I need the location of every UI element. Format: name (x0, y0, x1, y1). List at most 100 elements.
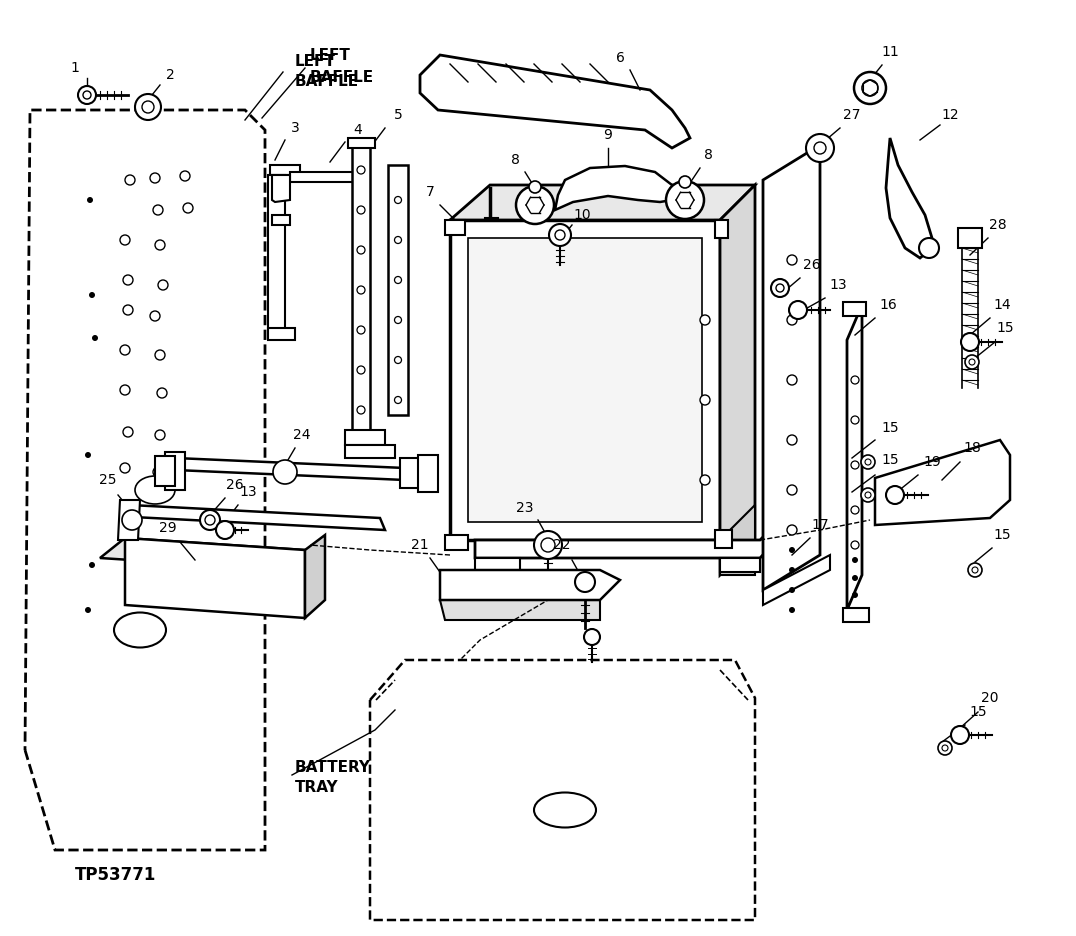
Circle shape (123, 275, 133, 285)
Polygon shape (445, 220, 465, 235)
Polygon shape (270, 165, 300, 175)
Polygon shape (268, 175, 285, 330)
Text: 10: 10 (574, 208, 591, 222)
Text: 15: 15 (969, 705, 987, 719)
Polygon shape (100, 538, 305, 570)
Polygon shape (272, 175, 291, 202)
Polygon shape (714, 530, 732, 548)
Circle shape (789, 567, 795, 573)
Polygon shape (475, 558, 520, 572)
Circle shape (395, 197, 401, 203)
Circle shape (125, 503, 134, 513)
Circle shape (584, 629, 600, 645)
Text: 15: 15 (993, 528, 1010, 542)
Text: 18: 18 (963, 441, 981, 455)
Circle shape (787, 315, 797, 325)
Polygon shape (450, 185, 755, 220)
Circle shape (157, 507, 167, 517)
Circle shape (142, 101, 154, 113)
Circle shape (153, 467, 162, 477)
Text: 19: 19 (923, 455, 940, 469)
Circle shape (789, 607, 795, 613)
Polygon shape (125, 538, 305, 618)
Circle shape (951, 726, 969, 744)
Polygon shape (388, 165, 408, 415)
Text: BAFFLE: BAFFLE (295, 75, 359, 90)
Circle shape (787, 375, 797, 385)
Circle shape (157, 388, 167, 398)
Text: 21: 21 (411, 538, 429, 552)
Circle shape (121, 235, 130, 245)
Polygon shape (450, 220, 720, 540)
Text: LEFT: LEFT (295, 54, 336, 69)
Circle shape (395, 397, 401, 403)
Text: 8: 8 (511, 153, 520, 167)
Circle shape (771, 279, 789, 297)
Text: 20: 20 (981, 691, 999, 705)
Text: 15: 15 (881, 453, 898, 467)
Circle shape (216, 521, 233, 539)
Polygon shape (345, 445, 395, 458)
Polygon shape (272, 215, 291, 225)
Circle shape (77, 86, 96, 104)
Polygon shape (175, 458, 405, 480)
Polygon shape (763, 555, 830, 605)
Text: 3: 3 (291, 121, 299, 135)
Circle shape (395, 237, 401, 243)
Polygon shape (763, 145, 820, 590)
Circle shape (121, 385, 130, 395)
Circle shape (851, 506, 859, 514)
Circle shape (919, 238, 939, 258)
Circle shape (865, 492, 870, 498)
Circle shape (700, 395, 710, 405)
Circle shape (155, 430, 165, 440)
Circle shape (121, 463, 130, 473)
Text: TP53771: TP53771 (75, 866, 156, 884)
Polygon shape (268, 328, 295, 340)
Circle shape (972, 567, 978, 573)
Text: 9: 9 (604, 128, 612, 142)
Circle shape (87, 197, 93, 203)
Circle shape (273, 460, 297, 484)
Polygon shape (400, 458, 420, 488)
Circle shape (206, 515, 215, 525)
Polygon shape (555, 166, 672, 210)
Circle shape (815, 142, 826, 154)
Polygon shape (130, 505, 385, 530)
Text: 12: 12 (942, 108, 959, 122)
Circle shape (851, 376, 859, 384)
Circle shape (534, 531, 562, 559)
Polygon shape (720, 505, 755, 575)
Text: 23: 23 (516, 501, 534, 515)
Circle shape (357, 246, 365, 254)
Polygon shape (875, 440, 1010, 525)
Circle shape (395, 357, 401, 363)
Circle shape (183, 203, 193, 213)
Circle shape (852, 557, 858, 563)
Circle shape (851, 541, 859, 549)
Circle shape (787, 525, 797, 535)
Circle shape (180, 171, 190, 181)
Circle shape (852, 592, 858, 598)
Circle shape (787, 485, 797, 495)
Circle shape (357, 166, 365, 174)
Polygon shape (370, 660, 755, 920)
Text: 17: 17 (811, 518, 829, 532)
Text: 4: 4 (354, 123, 363, 137)
Circle shape (851, 416, 859, 424)
Circle shape (85, 452, 91, 458)
Circle shape (968, 563, 982, 577)
Circle shape (851, 461, 859, 469)
Text: 14: 14 (993, 298, 1010, 312)
Polygon shape (847, 305, 862, 610)
Circle shape (357, 286, 365, 294)
Polygon shape (291, 172, 355, 182)
Circle shape (961, 333, 979, 351)
Circle shape (123, 427, 133, 437)
Polygon shape (305, 535, 325, 618)
Circle shape (123, 543, 133, 553)
Circle shape (529, 181, 541, 193)
Text: 26: 26 (803, 258, 821, 272)
Circle shape (122, 510, 142, 530)
Circle shape (679, 176, 691, 188)
